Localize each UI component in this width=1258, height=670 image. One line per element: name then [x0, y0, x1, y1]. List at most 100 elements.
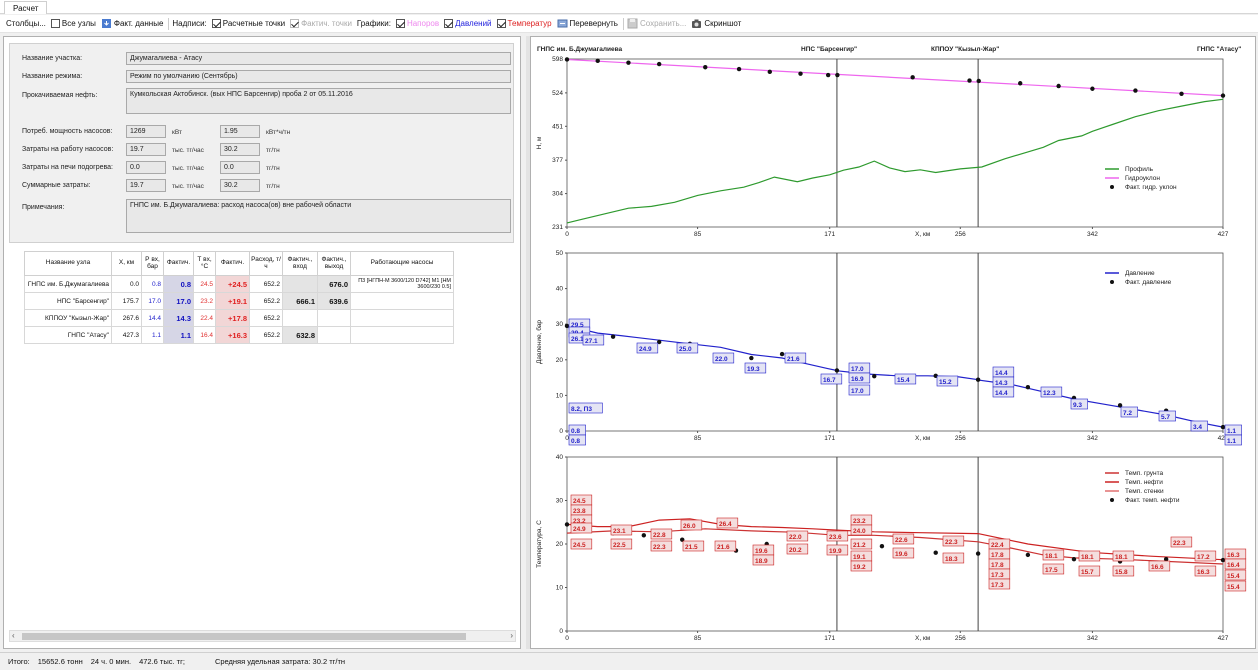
flip-button[interactable]: Перевернуть: [557, 18, 618, 29]
screenshot-label: Скриншот: [704, 19, 742, 28]
section-name-field[interactable]: Джумагалиева - Атасу: [126, 52, 511, 65]
heat-cost-specific-field[interactable]: 0.0: [220, 161, 260, 174]
checkbox-unchecked-icon: [50, 19, 60, 28]
col-header-p-fact[interactable]: Фактич.: [163, 251, 194, 276]
summary-section: Название участка: Джумагалиева - Атасу Н…: [9, 43, 514, 243]
temperature-checkbox[interactable]: Температур: [496, 19, 552, 28]
pump-cost-field[interactable]: 19.7: [126, 143, 166, 156]
screenshot-button[interactable]: Скриншот: [691, 18, 741, 29]
value-label-box: [568, 402, 603, 414]
value-label: 22.0: [789, 534, 802, 541]
value-label-box: [1224, 580, 1247, 592]
power-specific-field[interactable]: 1.95: [220, 125, 260, 138]
save-button[interactable]: Сохранить...: [627, 18, 686, 29]
oil-field[interactable]: Кумкольская Актобинск. (вых НПС Барсенги…: [126, 88, 511, 114]
pressure-label: Давлений: [455, 19, 492, 28]
all-nodes-checkbox[interactable]: Все узлы: [50, 19, 96, 28]
value-label: 16.7: [823, 377, 836, 384]
value-label: 26.4: [719, 521, 732, 528]
node-p-fact[interactable]: 17.0: [163, 292, 194, 310]
col-header-pumps[interactable]: Работающие насосы: [350, 251, 454, 276]
node-fact-in[interactable]: 666.1: [282, 292, 318, 310]
power-label: Потреб. мощность насосов:: [22, 128, 113, 135]
table-row[interactable]: НПС "Барсенгир" 175.7 17.0 17.0 23.2 +19…: [24, 292, 454, 310]
node-fact-in[interactable]: [282, 309, 318, 327]
col-header-fact-in[interactable]: Фактич., вход: [282, 251, 318, 276]
x-tick-label: 85: [694, 635, 702, 642]
charts-panel: ГНПС им. Б.Джумагалиева НПС "Барсенгир" КП…: [530, 36, 1256, 649]
col-header-t-fact[interactable]: Фактич.: [215, 251, 250, 276]
status-bar: Итого: 15652.6 тонн 24 ч. 0 мин. 472.6 т…: [0, 652, 1258, 670]
notes-field[interactable]: ГНПС им. Б.Джумагалиева: расход насоса(о…: [126, 199, 511, 233]
node-fact-out[interactable]: 639.6: [317, 292, 351, 310]
node-p-fact[interactable]: 0.8: [163, 275, 194, 293]
fact-point: [703, 65, 708, 70]
col-header-x[interactable]: Х, км: [111, 251, 142, 276]
value-label-box: [680, 519, 703, 531]
value-label-box: [1190, 420, 1208, 432]
table-row[interactable]: КППОУ "Кызыл-Жар" 267.6 14.4 14.3 22.4 +…: [24, 309, 454, 327]
col-header-flow[interactable]: Расход, т/ч: [249, 251, 283, 276]
col-header-fact-out[interactable]: Фактич., выход: [317, 251, 351, 276]
value-label-box: [848, 384, 871, 396]
power-field[interactable]: 1269: [126, 125, 166, 138]
node-fact-in[interactable]: [282, 275, 318, 293]
tab-calculation[interactable]: Расчет: [4, 1, 48, 14]
value-label-box: [650, 528, 673, 540]
node-fact-out[interactable]: 676.0: [317, 275, 351, 293]
panel-splitter[interactable]: [526, 36, 530, 649]
value-label: 22.5: [613, 542, 626, 549]
calc-points-checkbox[interactable]: Расчетные точки: [211, 19, 285, 28]
total-cost-field[interactable]: 19.7: [126, 179, 166, 192]
x-tick-label: 0: [565, 435, 569, 442]
x-tick-label: 342: [1087, 635, 1098, 642]
value-label: 23.2: [573, 518, 586, 525]
head-checkbox[interactable]: Напоров: [395, 19, 439, 28]
series-line: [566, 518, 1224, 561]
node-fact-out[interactable]: [317, 326, 351, 344]
node-t-fact[interactable]: +16.3: [215, 326, 250, 344]
col-header-p-in[interactable]: Р вх, бар: [141, 251, 164, 276]
heat-cost-field[interactable]: 0.0: [126, 161, 166, 174]
scroll-left-icon[interactable]: ‹: [12, 631, 15, 640]
node-fact-in[interactable]: 632.8: [282, 326, 318, 344]
node-name: НПС "Барсенгир": [24, 292, 112, 310]
value-label-box: [1224, 434, 1242, 446]
station-name-label: ГНПС "Атасу": [1197, 46, 1241, 53]
scroll-right-icon[interactable]: ›: [510, 631, 513, 640]
scrollbar-thumb[interactable]: [22, 633, 466, 640]
value-label: 17.3: [991, 572, 1004, 579]
y-axis-label: Температура, С: [536, 520, 543, 568]
y-tick-label: 304: [552, 191, 563, 198]
fact-points-checkbox[interactable]: Фактич. точки: [290, 19, 352, 28]
node-p-fact[interactable]: 1.1: [163, 326, 194, 344]
pressure-checkbox[interactable]: Давлений: [444, 19, 492, 28]
fact-data-button[interactable]: Факт. данные: [101, 18, 163, 29]
table-row[interactable]: ГНПС "Атасу" 427.3 1.1 1.1 16.4 +16.3 65…: [24, 326, 454, 344]
node-t-fact[interactable]: +24.5: [215, 275, 250, 293]
node-p-fact[interactable]: 14.3: [163, 309, 194, 327]
value-label-box: [784, 352, 807, 364]
value-label-box: [1112, 550, 1135, 562]
value-label-box: [1078, 565, 1101, 577]
fact-point: [564, 57, 570, 62]
horizontal-scrollbar[interactable]: ‹ ›: [9, 630, 516, 642]
fact-point: [933, 550, 938, 555]
table-row[interactable]: ГНПС им. Б.Джумагалиева 0.0 0.8 0.8 24.5…: [24, 275, 454, 293]
node-flow: 652.2: [249, 326, 283, 344]
fact-point: [1018, 81, 1023, 86]
columns-button[interactable]: Столбцы...: [6, 19, 46, 28]
legend-label: Факт. темп. нефти: [1125, 497, 1180, 504]
col-header-name[interactable]: Название узла: [24, 251, 112, 276]
value-label-box: [570, 522, 593, 534]
total-cost-specific-field[interactable]: 30.2: [220, 179, 260, 192]
value-label: 24.9: [639, 346, 652, 353]
node-t-fact[interactable]: +17.8: [215, 309, 250, 327]
node-fact-out[interactable]: [317, 309, 351, 327]
mode-name-field[interactable]: Режим по умолчанию (Сентябрь): [126, 70, 511, 83]
pump-cost-specific-field[interactable]: 30.2: [220, 143, 260, 156]
node-t-fact[interactable]: +19.1: [215, 292, 250, 310]
col-header-t-in[interactable]: Т вх, °С: [193, 251, 216, 276]
tab-bar: Расчет: [0, 0, 1258, 14]
graphs-group: Графики:: [357, 19, 391, 28]
